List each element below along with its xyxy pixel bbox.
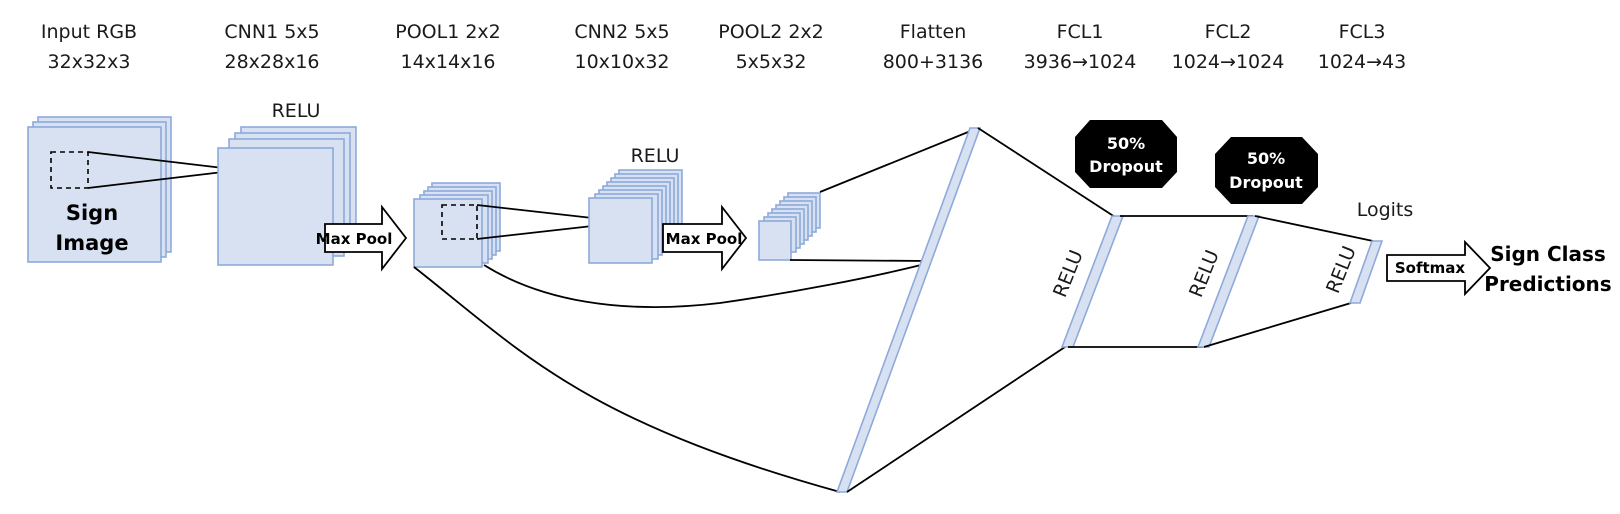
header-fcl3-dims: 1024→43	[1318, 51, 1406, 73]
header-pool2-title: POOL2 2x2	[718, 21, 824, 43]
dropout-1-percent: 50%	[1107, 134, 1145, 153]
pool1-layer	[413, 182, 501, 268]
fcl1-layer: RELU	[1049, 215, 1125, 348]
header-pool1-title: POOL1 2x2	[395, 21, 501, 43]
header-flatten-title: Flatten	[900, 21, 966, 43]
softmax-arrow-shape	[1386, 239, 1492, 297]
header-fcl2-dims: 1024→1024	[1172, 51, 1285, 73]
max-pool-2-arrow: Max Pool	[662, 204, 748, 272]
max-pool-2-arrow-shape	[662, 204, 748, 272]
output-label-line2: Predictions	[1484, 272, 1611, 296]
dropout-fcl2: 50% Dropout	[1215, 137, 1318, 204]
header-input-dims: 32x32x3	[48, 51, 131, 73]
pool1-to-flatten-top	[483, 262, 930, 308]
input-receptive-field	[50, 151, 89, 189]
logits-label: Logits	[1357, 199, 1414, 221]
header-pool2-dims: 5x5x32	[736, 51, 807, 73]
fcl2-layer: RELU	[1185, 215, 1261, 348]
cnn1-layer: RELU	[217, 100, 357, 266]
header-fcl1-dims: 3936→1024	[1024, 51, 1137, 73]
header-fcl1-title: FCL1	[1057, 21, 1104, 43]
dropout-fcl1: 50% Dropout	[1075, 120, 1177, 188]
pool1-map-1	[413, 198, 483, 268]
max-pool-1-label: Max Pool	[316, 230, 393, 248]
fcl2-to-fcl3-bottom	[1203, 302, 1352, 348]
header-input-title: Input RGB	[41, 21, 137, 43]
cnn1-map-1	[217, 147, 334, 266]
header-cnn2-dims: 10x10x32	[574, 51, 669, 73]
input-layer: Sign Image	[27, 116, 172, 263]
dropout-1-octagon	[1075, 120, 1177, 188]
header-cnn1-title: CNN1 5x5	[224, 21, 319, 43]
dropout-2-percent: 50%	[1247, 149, 1285, 168]
output-label-line1: Sign Class	[1490, 242, 1606, 266]
header-flatten-dims: 800+3136	[883, 51, 984, 73]
pool2-to-flatten-bottom	[789, 259, 930, 262]
cnn2-map-1	[588, 197, 653, 264]
softmax-arrow: Softmax	[1386, 239, 1492, 297]
max-pool-1-arrow: Max Pool	[316, 204, 408, 272]
fcl2-to-fcl3-top	[1254, 215, 1374, 242]
flatten-to-fcl1-bottom	[846, 346, 1066, 493]
cnn2-relu-label: RELU	[631, 145, 680, 167]
column-headers: Input RGB 32x32x3 CNN1 5x5 28x28x16 POOL…	[41, 21, 1406, 73]
header-fcl3-title: FCL3	[1339, 21, 1386, 43]
pool2-layer	[758, 192, 821, 261]
input-channel-1	[27, 126, 162, 263]
pool1-receptive-field	[441, 204, 478, 240]
input-label-line1: Sign	[66, 201, 118, 225]
fcl3-bar	[1348, 240, 1384, 304]
pool1-to-flatten-bottom	[413, 266, 841, 493]
dropout-2-octagon	[1215, 137, 1318, 204]
header-pool1-dims: 14x14x16	[400, 51, 495, 73]
dropout-1-label: Dropout	[1089, 157, 1163, 176]
header-cnn2-title: CNN2 5x5	[574, 21, 669, 43]
output-label: Sign Class Predictions	[1484, 242, 1611, 296]
flatten-to-fcl1-top	[977, 127, 1116, 218]
pool2-map-1	[758, 220, 792, 261]
max-pool-1-arrow-shape	[324, 204, 408, 272]
flatten-layer	[835, 127, 982, 493]
header-fcl2-title: FCL2	[1205, 21, 1252, 43]
input-label-line2: Image	[55, 231, 128, 255]
dropout-2-label: Dropout	[1229, 173, 1303, 192]
pool2-to-flatten-top	[819, 127, 979, 193]
max-pool-2-label: Max Pool	[666, 230, 743, 248]
fcl3-layer: RELU Logits	[1322, 199, 1414, 304]
header-cnn1-dims: 28x28x16	[224, 51, 319, 73]
cnn1-relu-label: RELU	[272, 100, 321, 122]
softmax-label: Softmax	[1395, 259, 1466, 277]
